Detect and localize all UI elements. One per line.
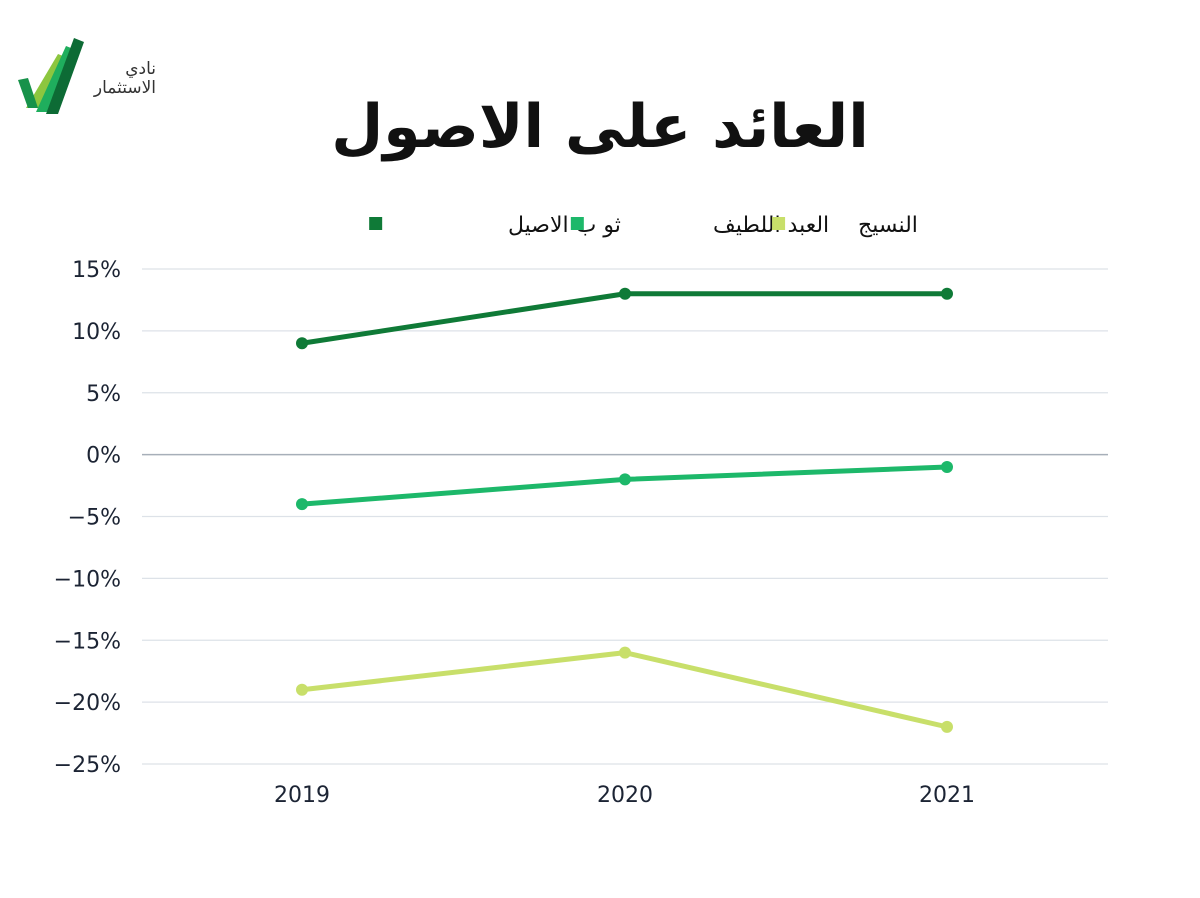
data-point bbox=[941, 461, 953, 473]
y-tick-label: 15% bbox=[72, 258, 121, 283]
brand-logo-icon bbox=[18, 38, 84, 114]
x-tick-label: 2019 bbox=[274, 783, 330, 808]
data-point bbox=[941, 720, 953, 733]
y-tick-label: 5% bbox=[86, 382, 121, 407]
brand-logo: نادي الاستثمار bbox=[18, 36, 156, 118]
legend-swatch bbox=[772, 217, 786, 230]
y-tick-label: −25% bbox=[54, 753, 121, 778]
logo-stripe-4 bbox=[18, 78, 38, 108]
chart-title: العائد على الاصول bbox=[331, 92, 869, 162]
series-line-1 bbox=[299, 291, 950, 346]
brand-name: نادي الاستثمار bbox=[78, 60, 156, 98]
logo-stripe-3 bbox=[46, 38, 84, 114]
legend-label: النسيج bbox=[858, 213, 918, 238]
y-tick-label: 0% bbox=[86, 444, 121, 469]
data-point bbox=[619, 646, 631, 659]
y-tick-label: −20% bbox=[54, 691, 121, 716]
data-point bbox=[941, 287, 953, 300]
x-tick-label: 2021 bbox=[919, 783, 975, 808]
legend-label: ثو ب الاصيل bbox=[508, 213, 621, 238]
data-point bbox=[619, 287, 631, 300]
data-point bbox=[296, 683, 308, 696]
data-point bbox=[296, 498, 308, 511]
y-tick-label: −5% bbox=[68, 506, 121, 531]
data-point bbox=[619, 473, 631, 486]
legend-label: العبد اللطيف bbox=[713, 213, 829, 238]
y-tick-label: 10% bbox=[72, 320, 121, 345]
data-point bbox=[296, 337, 308, 350]
legend-swatch bbox=[570, 217, 584, 230]
brand-name-line1: نادي bbox=[125, 59, 156, 79]
y-tick-label: −15% bbox=[54, 629, 121, 654]
legend-swatch bbox=[369, 217, 383, 230]
series-line-2 bbox=[299, 464, 950, 507]
x-tick-label: 2020 bbox=[597, 783, 653, 808]
series-line-3 bbox=[299, 650, 950, 730]
brand-name-line2: الاستثمار bbox=[93, 78, 156, 98]
y-tick-label: −10% bbox=[54, 567, 121, 592]
